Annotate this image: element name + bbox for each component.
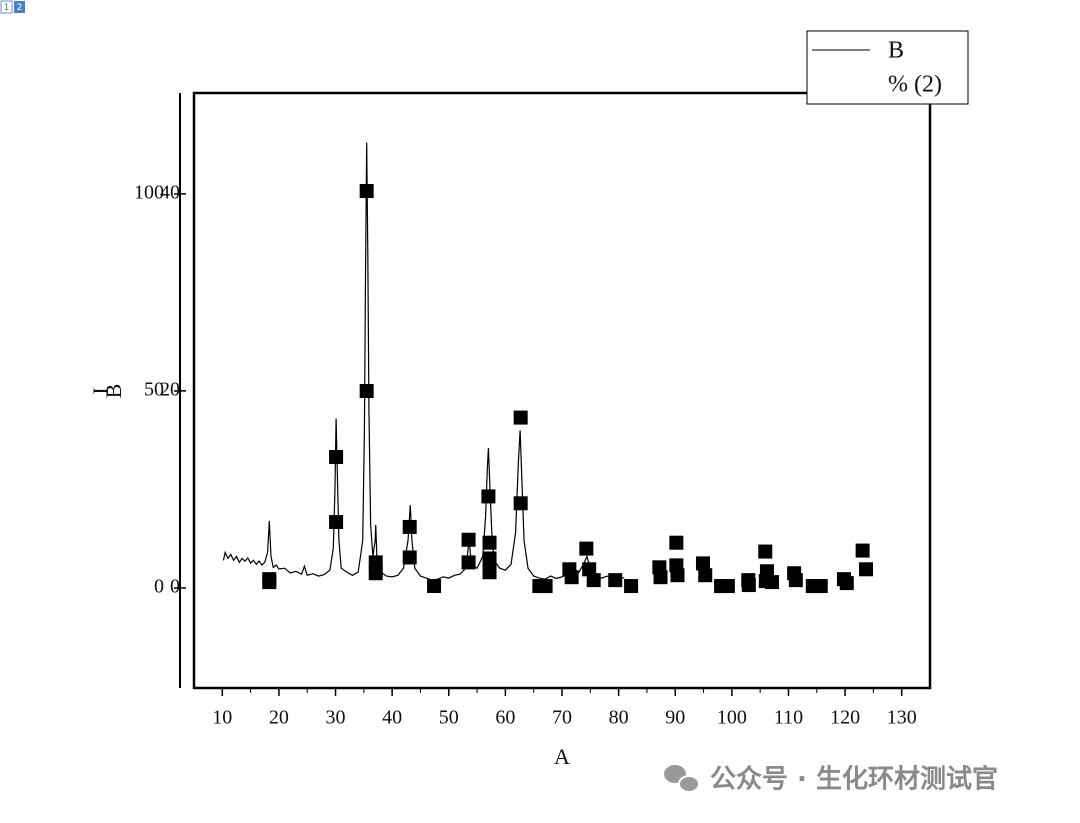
x-tick-label: 70 [552,707,572,729]
scatter-point [859,562,874,577]
scatter-point [359,383,374,398]
scatter-point [461,532,476,547]
scatter-point [653,570,668,585]
watermark: 公众号 · 生化环材测试官 [710,764,998,795]
scatter-point [359,184,374,199]
scatter-point [482,551,497,566]
scatter-point [368,566,383,581]
scatter-point [368,555,383,570]
scatter-point [579,541,594,556]
watermark-icon [664,765,700,793]
y2-tick-label: 0 [170,576,180,598]
y2-axis-title: B [101,384,126,399]
legend-label: B [888,38,904,64]
scatter-point [839,576,854,591]
x-tick-label: 90 [665,707,685,729]
x-tick-label: 100 [717,707,747,729]
x-tick-label: 110 [774,707,803,729]
scatter-point [741,578,756,593]
y-tick-label: 0 [154,576,164,598]
scatter-point [624,579,639,594]
x-tick-label: 40 [382,707,402,729]
scatter-point [262,572,277,587]
x-tick-label: 80 [609,707,629,729]
scatter-point [765,575,780,590]
scatter-point [482,565,497,580]
scatter-point [758,544,773,559]
y-axis-title: I [88,387,113,394]
scatter-point [582,562,597,577]
y2-tick-label: 40 [160,182,180,204]
scatter-point [608,573,623,588]
data-line [222,142,625,581]
scatter-point [586,573,601,588]
scatter-point [695,556,710,571]
legend-box [806,30,969,105]
scatter-point [402,550,417,565]
x-tick-label: 50 [439,707,459,729]
page-tab-box[interactable] [14,1,25,13]
x-tick-label: 60 [495,707,515,729]
page-tab[interactable]: 2 [17,3,23,13]
scatter-point [481,489,496,504]
scatter-point [402,519,417,534]
scatter-point [669,535,684,550]
x-tick-label: 30 [326,707,346,729]
x-tick-label: 10 [212,707,232,729]
legend-label: % (2) [888,72,942,98]
x-tick-label: 120 [830,707,860,729]
scatter-point [461,555,476,570]
scatter-point [427,579,442,594]
y-tick-label: 50 [144,378,164,400]
scatter-point [538,579,553,594]
scatter-point [513,496,528,511]
scatter-point [482,535,497,550]
y-tick-label: 100 [134,181,164,203]
scatter-point [329,515,344,530]
plot-frame [192,91,932,690]
scatter-point [813,579,828,594]
x-axis-title: A [554,744,570,769]
page-tab-box[interactable] [0,0,13,14]
x-tick-label: 130 [887,707,917,729]
scatter-point [329,449,344,464]
scatter-point [564,570,579,585]
y2-tick-label: 20 [160,379,180,401]
scatter-point [855,543,870,558]
scatter-point [720,579,735,594]
scatter-point [513,410,528,425]
scatter-point [698,568,713,583]
x-tick-label: 20 [269,707,289,729]
scatter-point [788,573,803,588]
page-tab[interactable]: 1 [4,3,10,13]
scatter-point [670,568,685,583]
